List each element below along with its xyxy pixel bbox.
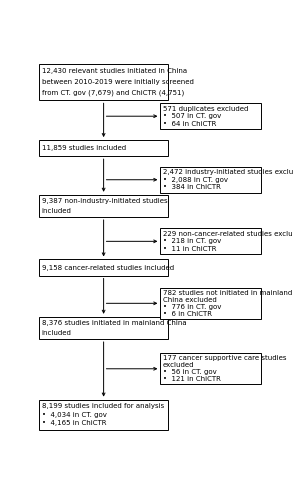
- FancyBboxPatch shape: [160, 166, 261, 193]
- Text: 177 cancer supportive care studies: 177 cancer supportive care studies: [163, 356, 287, 362]
- Text: 571 duplicates excluded: 571 duplicates excluded: [163, 106, 248, 112]
- Text: included: included: [42, 208, 71, 214]
- FancyBboxPatch shape: [39, 64, 168, 100]
- Text: included: included: [42, 330, 71, 336]
- Text: •  6 in ChiCTR: • 6 in ChiCTR: [163, 311, 212, 317]
- Text: China excluded: China excluded: [163, 297, 217, 303]
- Text: •  121 in ChiCTR: • 121 in ChiCTR: [163, 376, 221, 382]
- Text: •  2,088 in CT. gov: • 2,088 in CT. gov: [163, 176, 228, 182]
- Text: excluded: excluded: [163, 362, 195, 368]
- Text: from CT. gov (7,679) and ChiCTR (4,751): from CT. gov (7,679) and ChiCTR (4,751): [42, 90, 184, 96]
- Text: •  56 in CT. gov: • 56 in CT. gov: [163, 370, 217, 376]
- FancyBboxPatch shape: [160, 288, 261, 318]
- Text: 8,199 studies included for analysis: 8,199 studies included for analysis: [42, 403, 164, 409]
- Text: 9,158 cancer-related studies included: 9,158 cancer-related studies included: [42, 264, 174, 270]
- Text: between 2010-2019 were initially screened: between 2010-2019 were initially screene…: [42, 79, 193, 85]
- FancyBboxPatch shape: [39, 400, 168, 430]
- Text: •  384 in ChiCTR: • 384 in ChiCTR: [163, 184, 221, 190]
- Text: 9,387 non-industry-initiated studies: 9,387 non-industry-initiated studies: [42, 198, 167, 204]
- Text: •  64 in ChiCTR: • 64 in ChiCTR: [163, 121, 217, 127]
- Text: •  4,165 in ChiCTR: • 4,165 in ChiCTR: [42, 420, 106, 426]
- Text: 229 non-cancer-related studies excluded: 229 non-cancer-related studies excluded: [163, 230, 293, 236]
- Text: 2,472 industry-initiated studies excluded: 2,472 industry-initiated studies exclude…: [163, 169, 293, 175]
- Text: •  776 in CT. gov: • 776 in CT. gov: [163, 304, 222, 310]
- Text: •  218 in CT. gov: • 218 in CT. gov: [163, 238, 221, 244]
- FancyBboxPatch shape: [39, 140, 168, 156]
- Text: 8,376 studies initiated in mainland China: 8,376 studies initiated in mainland Chin…: [42, 320, 186, 326]
- FancyBboxPatch shape: [39, 317, 168, 339]
- Text: •  4,034 in CT. gov: • 4,034 in CT. gov: [42, 412, 106, 418]
- Text: •  11 in ChiCTR: • 11 in ChiCTR: [163, 246, 217, 252]
- Text: 782 studies not initiated in mainland: 782 studies not initiated in mainland: [163, 290, 292, 296]
- FancyBboxPatch shape: [160, 354, 261, 384]
- Text: •  507 in CT. gov: • 507 in CT. gov: [163, 113, 221, 119]
- FancyBboxPatch shape: [39, 260, 168, 276]
- Text: 12,430 relevant studies initiated in China: 12,430 relevant studies initiated in Chi…: [42, 68, 187, 74]
- FancyBboxPatch shape: [160, 228, 261, 254]
- FancyBboxPatch shape: [39, 194, 168, 217]
- FancyBboxPatch shape: [160, 103, 261, 130]
- Text: 11,859 studies included: 11,859 studies included: [42, 145, 126, 151]
